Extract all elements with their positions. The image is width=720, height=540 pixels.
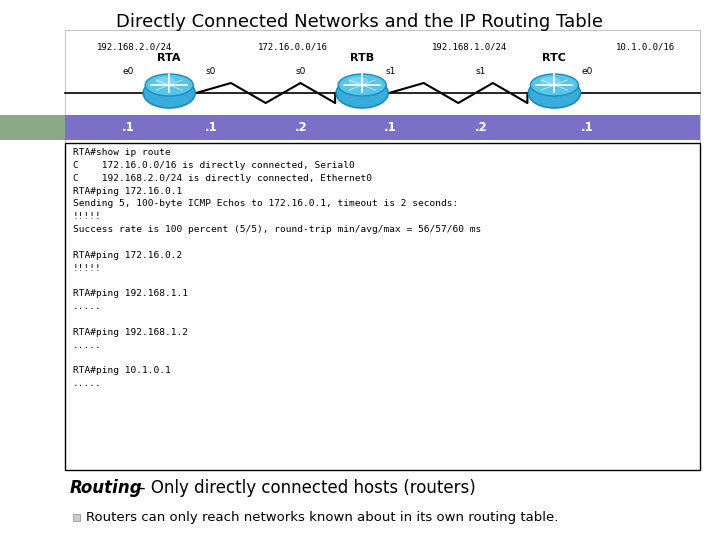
Bar <box>65 143 700 470</box>
Bar <box>65 30 700 175</box>
Ellipse shape <box>338 74 386 96</box>
Text: 172.16.0.0/16: 172.16.0.0/16 <box>258 42 328 51</box>
Ellipse shape <box>143 78 195 108</box>
Bar <box>73 514 80 521</box>
Text: RTB: RTB <box>350 53 374 63</box>
Text: s0: s0 <box>296 67 306 76</box>
Text: e0: e0 <box>581 67 593 76</box>
Text: – Only directly connected hosts (routers): – Only directly connected hosts (routers… <box>132 479 476 497</box>
Text: .2: .2 <box>294 121 307 134</box>
Ellipse shape <box>336 78 388 108</box>
Text: RTA#show ip route
C    172.16.0.0/16 is directly connected, Serial0
C    192.168: RTA#show ip route C 172.16.0.0/16 is dir… <box>73 148 481 388</box>
Ellipse shape <box>528 78 580 108</box>
Ellipse shape <box>348 77 368 85</box>
Text: s1: s1 <box>476 67 486 76</box>
Ellipse shape <box>541 77 560 85</box>
Text: RTA: RTA <box>158 53 181 63</box>
Text: s1: s1 <box>385 67 395 76</box>
Bar <box>0 115 65 140</box>
Text: RTC: RTC <box>542 53 567 63</box>
Text: Routing: Routing <box>70 479 143 497</box>
Text: e0: e0 <box>122 67 134 76</box>
Text: 192.168.2.0/24: 192.168.2.0/24 <box>97 42 173 51</box>
Text: Routers can only reach networks known about in its own routing table.: Routers can only reach networks known ab… <box>86 510 559 523</box>
Text: .1: .1 <box>122 121 135 134</box>
Text: 10.1.0.0/16: 10.1.0.0/16 <box>616 42 675 51</box>
Ellipse shape <box>531 74 578 96</box>
Bar <box>65 115 700 140</box>
Text: 192.168.1.0/24: 192.168.1.0/24 <box>432 42 508 51</box>
Text: s0: s0 <box>206 67 216 76</box>
Text: .1: .1 <box>384 121 397 134</box>
Text: .1: .1 <box>204 121 217 134</box>
Text: .1: .1 <box>580 121 593 134</box>
Ellipse shape <box>145 74 193 96</box>
Ellipse shape <box>156 77 175 85</box>
Text: Directly Connected Networks and the IP Routing Table: Directly Connected Networks and the IP R… <box>117 13 603 31</box>
Text: .2: .2 <box>474 121 487 134</box>
